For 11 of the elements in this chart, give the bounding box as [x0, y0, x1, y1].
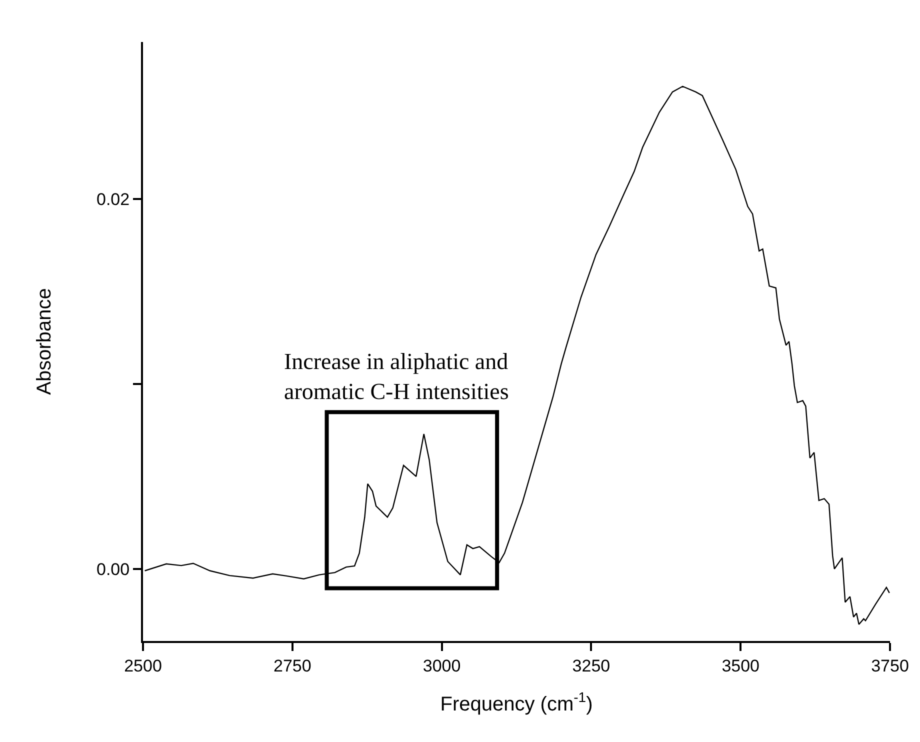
x-tick-label: 3500: [722, 656, 760, 676]
annotation: Increase in aliphatic and aromatic C-H intensities: [284, 349, 509, 404]
x-tick-label: 3250: [572, 656, 610, 676]
x-tick-label: 3750: [871, 656, 909, 676]
y-tick-label: 0.02: [96, 190, 130, 210]
x-axis-title: Frequency (cm$^{-1}$): [440, 689, 593, 716]
y-tick-label: 0.00: [96, 560, 130, 579]
y-axis-title: Absorbance: [34, 288, 56, 395]
x-tick-label: 2500: [124, 656, 162, 676]
x-tick-label: 3000: [422, 656, 461, 676]
x-tick-label: 2750: [273, 656, 312, 676]
